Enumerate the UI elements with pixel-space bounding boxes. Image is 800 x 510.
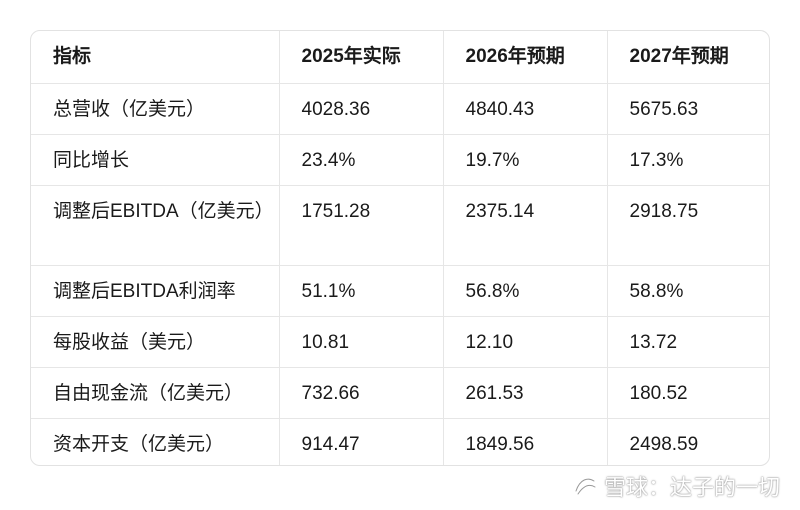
cell-2026: 12.10 bbox=[443, 316, 608, 368]
row-label: 资本开支（亿美元） bbox=[31, 418, 280, 465]
watermark: 雪球：达子的一切 bbox=[572, 470, 780, 502]
header-2025-actual: 2025年实际 bbox=[279, 31, 444, 84]
table-row-revenue: 总营收（亿美元） 4028.36 4840.43 5675.63 bbox=[31, 83, 769, 135]
cell-2025: 51.1% bbox=[279, 265, 444, 317]
cell-2025: 4028.36 bbox=[279, 83, 444, 135]
cell-2027: 180.52 bbox=[607, 367, 769, 419]
table-row-yoy-growth: 同比增长 23.4% 19.7% 17.3% bbox=[31, 134, 769, 186]
cell-2025: 732.66 bbox=[279, 367, 444, 419]
cell-2027: 2918.75 bbox=[607, 185, 769, 266]
table-row-ebitda-margin: 调整后EBITDA利润率 51.1% 56.8% 58.8% bbox=[31, 265, 769, 317]
cell-2027: 13.72 bbox=[607, 316, 769, 368]
cell-2027: 58.8% bbox=[607, 265, 769, 317]
row-label: 每股收益（美元） bbox=[31, 316, 280, 368]
financial-table-card: 指标 2025年实际 2026年预期 2027年预期 总营收（亿美元） 4028… bbox=[30, 30, 770, 466]
table-row-free-cash-flow: 自由现金流（亿美元） 732.66 261.53 180.52 bbox=[31, 367, 769, 419]
cell-2025: 10.81 bbox=[279, 316, 444, 368]
table-row-eps: 每股收益（美元） 10.81 12.10 13.72 bbox=[31, 316, 769, 368]
row-label: 自由现金流（亿美元） bbox=[31, 367, 280, 419]
row-label: 调整后EBITDA（亿美元） bbox=[31, 185, 280, 266]
cell-2026: 261.53 bbox=[443, 367, 608, 419]
row-label: 同比增长 bbox=[31, 134, 280, 186]
row-label: 调整后EBITDA利润率 bbox=[31, 265, 280, 317]
header-2026-forecast: 2026年预期 bbox=[443, 31, 608, 84]
watermark-text: 雪球：达子的一切 bbox=[603, 476, 780, 501]
snowball-logo-icon bbox=[572, 473, 598, 499]
row-label: 总营收（亿美元） bbox=[31, 83, 280, 135]
cell-2027: 5675.63 bbox=[607, 83, 769, 135]
financial-metrics-table: 指标 2025年实际 2026年预期 2027年预期 总营收（亿美元） 4028… bbox=[31, 31, 769, 465]
cell-2026: 4840.43 bbox=[443, 83, 608, 135]
cell-2027: 17.3% bbox=[607, 134, 769, 186]
table-row-capex: 资本开支（亿美元） 914.47 1849.56 2498.59 bbox=[31, 418, 769, 465]
cell-2026: 56.8% bbox=[443, 265, 608, 317]
table-row-adjusted-ebitda: 调整后EBITDA（亿美元） 1751.28 2375.14 2918.75 bbox=[31, 185, 769, 266]
cell-2025: 914.47 bbox=[279, 418, 444, 465]
cell-2025: 1751.28 bbox=[279, 185, 444, 266]
cell-2026: 1849.56 bbox=[443, 418, 608, 465]
header-metric: 指标 bbox=[31, 31, 280, 84]
cell-2026: 2375.14 bbox=[443, 185, 608, 266]
cell-2025: 23.4% bbox=[279, 134, 444, 186]
cell-2026: 19.7% bbox=[443, 134, 608, 186]
cell-2027: 2498.59 bbox=[629, 433, 699, 455]
header-2027-forecast: 2027年预期 bbox=[607, 31, 769, 84]
table-header-row: 指标 2025年实际 2026年预期 2027年预期 bbox=[31, 31, 769, 84]
